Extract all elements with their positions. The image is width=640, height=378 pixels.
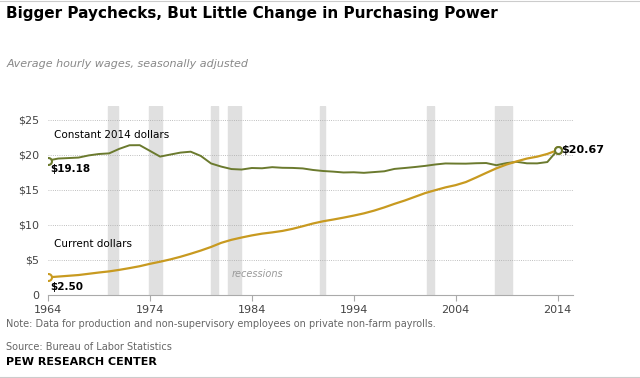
Bar (211, 106, 218, 295)
Text: Current dollars: Current dollars (54, 239, 132, 249)
Text: Average hourly wages, seasonally adjusted: Average hourly wages, seasonally adjuste… (6, 59, 248, 68)
Bar (228, 106, 241, 295)
Text: recessions: recessions (232, 269, 283, 279)
Text: Bigger Paychecks, But Little Change in Purchasing Power: Bigger Paychecks, But Little Change in P… (6, 6, 498, 21)
Text: PEW RESEARCH CENTER: PEW RESEARCH CENTER (6, 358, 157, 367)
Text: $20.67: $20.67 (561, 145, 605, 155)
Bar (320, 106, 325, 295)
Bar (495, 106, 511, 295)
Bar (149, 106, 162, 295)
Text: Constant 2014 dollars: Constant 2014 dollars (54, 130, 170, 140)
Text: $2.50: $2.50 (50, 282, 83, 291)
Text: $19.18: $19.18 (50, 164, 90, 174)
Bar (108, 106, 118, 295)
Text: Note: Data for production and non-supervisory employees on private non-farm payr: Note: Data for production and non-superv… (6, 319, 436, 329)
Text: Source: Bureau of Labor Statistics: Source: Bureau of Labor Statistics (6, 342, 172, 352)
Bar (427, 106, 434, 295)
